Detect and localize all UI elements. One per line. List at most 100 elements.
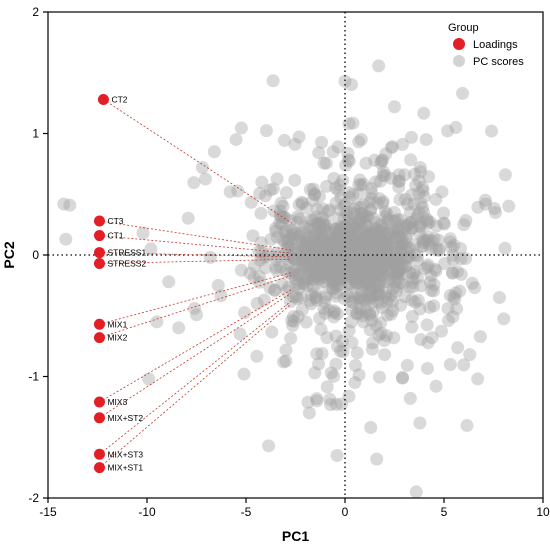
pc-score-point bbox=[309, 293, 323, 307]
pc-score-point bbox=[391, 272, 405, 286]
pc-score-point bbox=[410, 209, 424, 223]
pc-score-point bbox=[313, 311, 327, 325]
pc-score-point bbox=[465, 276, 479, 290]
pc-score-point bbox=[319, 240, 333, 254]
pc-score-point bbox=[307, 253, 321, 267]
pc-score-point bbox=[359, 278, 373, 292]
pc-score-point bbox=[270, 172, 284, 186]
pc-score-point bbox=[372, 192, 386, 206]
pc-score-point bbox=[343, 244, 357, 258]
pc-score-point bbox=[314, 258, 328, 272]
pc-score-point bbox=[457, 218, 471, 232]
pc-score-point bbox=[342, 154, 356, 168]
pc-score-point bbox=[355, 262, 369, 276]
pc-score-point bbox=[359, 240, 373, 254]
pc-score-point bbox=[405, 293, 419, 307]
pc-score-point bbox=[349, 236, 363, 250]
pc-score-point bbox=[314, 322, 328, 336]
pc-score-point bbox=[392, 230, 406, 244]
pc-score-point bbox=[307, 187, 321, 201]
pc-score-point bbox=[337, 235, 351, 249]
pc-score-point bbox=[315, 238, 329, 252]
pc-score-point bbox=[361, 266, 375, 280]
pc-score-point bbox=[344, 218, 358, 232]
pc-score-point bbox=[319, 288, 333, 302]
pc-score-point bbox=[318, 254, 332, 268]
pc-score-point bbox=[354, 178, 368, 192]
pc-score-point bbox=[369, 267, 383, 281]
legend-marker bbox=[453, 38, 465, 50]
pc-score-point bbox=[266, 182, 280, 196]
pc-score-point bbox=[324, 366, 338, 380]
pc-score-point bbox=[437, 206, 451, 220]
pc-score-point bbox=[315, 268, 329, 282]
pc-score-point bbox=[292, 282, 306, 296]
pc-score-point bbox=[366, 263, 380, 277]
pc-score-point bbox=[404, 130, 418, 144]
pc-score-point bbox=[352, 254, 366, 268]
pc-score-point bbox=[445, 266, 459, 280]
pc-score-point bbox=[400, 358, 414, 372]
pc-score-point bbox=[392, 264, 406, 278]
pc-score-point bbox=[327, 369, 341, 383]
pc-score-point bbox=[353, 273, 367, 287]
pc-score-point bbox=[329, 196, 343, 210]
pc-score-point bbox=[447, 238, 461, 252]
pc-score-point bbox=[352, 270, 366, 284]
pc-score-point bbox=[352, 178, 366, 192]
pc-score-point bbox=[343, 278, 357, 292]
pc-score-point bbox=[287, 314, 301, 328]
pc-score-point bbox=[381, 238, 395, 252]
pc-score-point bbox=[277, 133, 291, 147]
pc-score-point bbox=[357, 270, 371, 284]
pc-score-point bbox=[343, 259, 357, 273]
pc-score-point bbox=[320, 236, 334, 250]
pc-score-point bbox=[427, 278, 441, 292]
pc-score-point bbox=[344, 315, 358, 329]
pc-score-point bbox=[398, 192, 412, 206]
pc-score-point bbox=[420, 260, 434, 274]
pc-score-point bbox=[364, 285, 378, 299]
pc-score-point bbox=[311, 242, 325, 256]
pc-score-point bbox=[303, 213, 317, 227]
loading-point bbox=[93, 448, 105, 460]
pc-score-point bbox=[417, 106, 431, 120]
pc-score-point bbox=[417, 205, 431, 219]
pc-score-point bbox=[303, 183, 317, 197]
pc-score-point bbox=[392, 180, 406, 194]
pc-score-point bbox=[378, 236, 392, 250]
pc-score-point bbox=[366, 261, 380, 275]
pc-score-point bbox=[349, 242, 363, 256]
pc-score-point bbox=[414, 239, 428, 253]
pc-score-point bbox=[353, 247, 367, 261]
pc-score-point bbox=[288, 173, 302, 187]
pc-score-point bbox=[308, 269, 322, 283]
pc-score-point bbox=[312, 216, 326, 230]
pc-score-point bbox=[363, 308, 377, 322]
pc-score-point bbox=[333, 258, 347, 272]
pc-score-point bbox=[299, 257, 313, 271]
pc-score-point bbox=[310, 216, 324, 230]
pc-score-point bbox=[327, 306, 341, 320]
pc-score-point bbox=[343, 233, 357, 247]
pc-score-point bbox=[362, 230, 376, 244]
pc-score-point bbox=[321, 257, 335, 271]
pc-score-point bbox=[363, 204, 377, 218]
pc-score-point bbox=[312, 273, 326, 287]
pc-score-point bbox=[338, 260, 352, 274]
pc-score-point bbox=[279, 264, 293, 278]
pc-score-point bbox=[441, 314, 455, 328]
pc-score-point bbox=[304, 242, 318, 256]
pc-score-point bbox=[269, 261, 283, 275]
pc-score-point bbox=[423, 275, 437, 289]
x-tick-label: 0 bbox=[342, 505, 349, 519]
pc-score-point bbox=[357, 250, 371, 264]
pc-score-point bbox=[355, 259, 369, 273]
pc-score-point bbox=[399, 221, 413, 235]
pc-score-point bbox=[319, 246, 333, 260]
pc-score-point bbox=[318, 235, 332, 249]
pc-score-point bbox=[269, 224, 283, 238]
pc-score-point bbox=[253, 186, 267, 200]
pc-score-point bbox=[291, 292, 305, 306]
